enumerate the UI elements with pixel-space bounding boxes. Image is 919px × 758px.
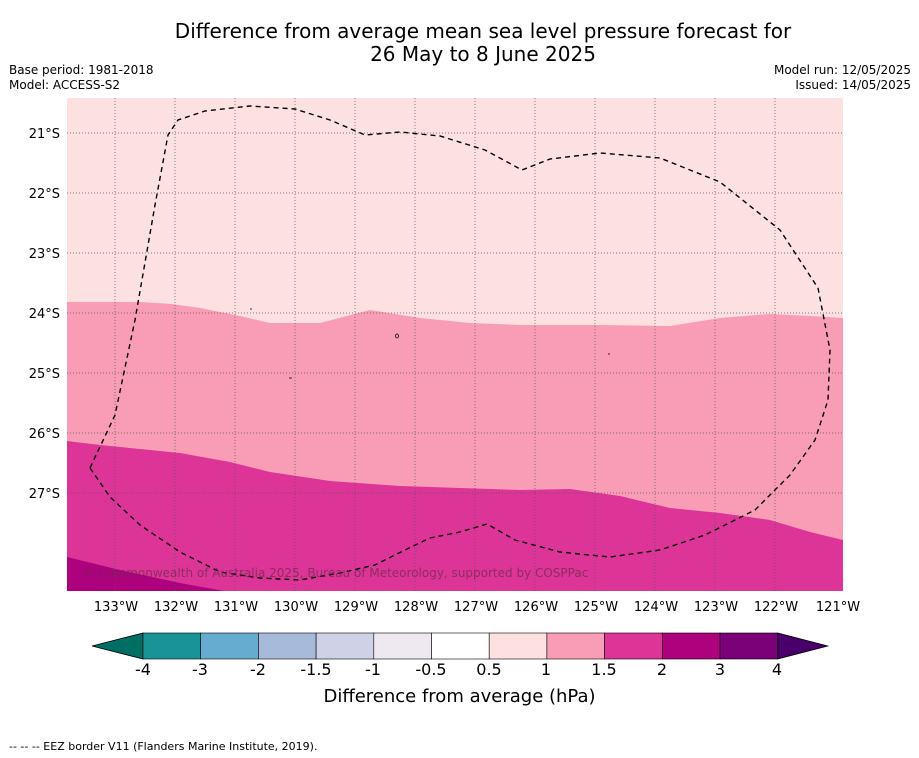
lon-label-124w: 124°W <box>634 600 678 615</box>
lat-label-25s: 25°S <box>29 367 60 382</box>
lon-label-128w: 128°W <box>394 600 438 615</box>
lat-label-23s: 23°S <box>29 247 60 262</box>
model-run-text: Model run: 12/05/2025 <box>773 63 911 77</box>
lat-label-21s: 21°S <box>29 127 60 142</box>
lon-label-123w: 123°W <box>694 600 738 615</box>
lat-label-27s: 27°S <box>29 487 60 502</box>
colorbar-swatch <box>604 632 663 660</box>
lon-label-132w: 132°W <box>154 600 198 615</box>
colorbar-tick--2: -2 <box>250 660 266 679</box>
colorbar-swatch <box>315 632 375 660</box>
latitude-labels: 21°S 22°S 23°S 24°S 25°S 26°S 27°S <box>29 127 60 502</box>
colorbar-tick--0.5: -0.5 <box>415 660 447 679</box>
eez-border-legend: -- -- -- EEZ border V11 (Flanders Marine… <box>9 740 318 753</box>
colorbar-extend-high <box>777 632 830 660</box>
base-period-text: Base period: 1981-2018 <box>9 63 154 77</box>
map-title-line-2: 26 May to 8 June 2025 <box>370 42 596 66</box>
band-2-to-3 <box>67 441 843 591</box>
colorbar-extend-low <box>91 632 144 660</box>
copyright-text: © Commonwealth of Australia 2025, Bureau… <box>83 566 588 580</box>
lon-label-121w: 121°W <box>816 600 860 615</box>
colorbar-tick-3: 3 <box>714 660 726 679</box>
eez-border-line <box>89 105 831 581</box>
colorbar-tick-1.5: 1.5 <box>591 660 617 679</box>
model-text: Model: ACCESS-S2 <box>9 78 121 92</box>
lon-label-129w: 129°W <box>334 600 378 615</box>
lat-label-24s: 24°S <box>29 307 60 322</box>
colorbar-swatch <box>373 632 432 660</box>
colorbar <box>91 632 830 660</box>
map-title-line-1: Difference from average mean sea level p… <box>174 19 792 43</box>
lon-label-122w: 122°W <box>754 600 798 615</box>
lon-label-130w: 130°W <box>274 600 318 615</box>
colorbar-tick--4: -4 <box>135 660 151 679</box>
colorbar-title: Difference from average (hPa) <box>323 686 596 707</box>
colorbar-swatch <box>431 632 490 660</box>
colorbar-swatch <box>488 632 548 660</box>
colorbar-swatch <box>661 632 721 660</box>
colorbar-tick-2: 2 <box>656 660 668 679</box>
colorbar-swatch <box>200 632 259 660</box>
lon-label-133w: 133°W <box>94 600 138 615</box>
band-3-to-4 <box>67 557 224 591</box>
colorbar-tick-0.5: 0.5 <box>476 660 502 679</box>
map-plot-area <box>67 98 843 591</box>
lon-label-131w: 131°W <box>214 600 258 615</box>
lon-label-125w: 125°W <box>574 600 618 615</box>
issued-text: Issued: 14/05/2025 <box>795 78 911 92</box>
colorbar-swatch <box>546 632 605 660</box>
lon-label-127w: 127°W <box>454 600 498 615</box>
lon-label-126w: 126°W <box>514 600 558 615</box>
island-markers <box>250 308 610 379</box>
colorbar-swatch <box>142 632 202 660</box>
colorbar-tick--1: -1 <box>365 660 381 679</box>
colorbar-tick-4: 4 <box>771 660 783 679</box>
lat-label-22s: 22°S <box>29 187 60 202</box>
longitude-labels: 133°W 132°W 131°W 130°W 129°W 128°W 127°… <box>94 600 860 615</box>
grid-lines <box>67 98 843 591</box>
colorbar-tick-1: 1 <box>540 660 552 679</box>
colorbar-swatch <box>258 632 317 660</box>
colorbar-tick--3: -3 <box>192 660 208 679</box>
colorbar-swatch <box>719 632 779 660</box>
lat-label-26s: 26°S <box>29 427 60 442</box>
colorbar-tick--1.5: -1.5 <box>300 660 332 679</box>
